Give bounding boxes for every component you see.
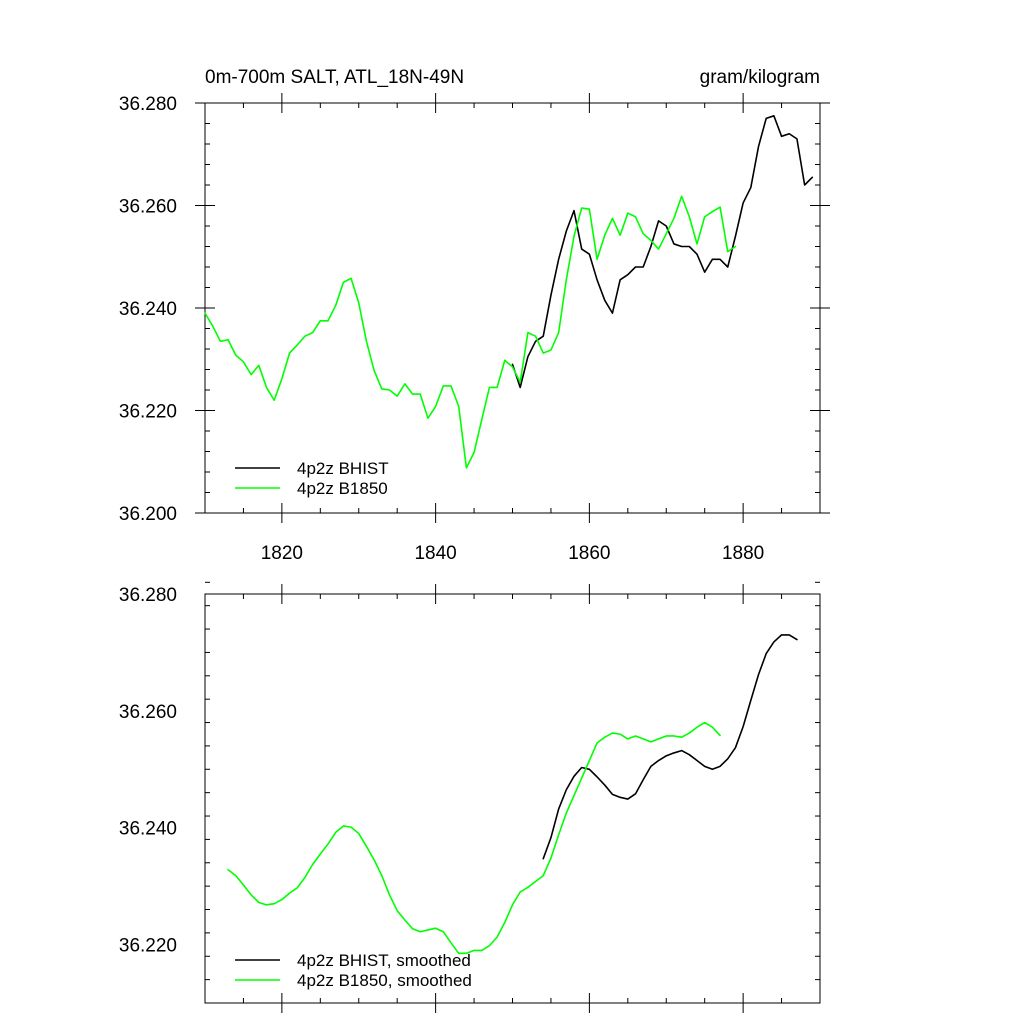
- series-line-bhist: [511, 115, 814, 389]
- y-tick-label: 36.220: [119, 402, 177, 423]
- chart-title: 0m-700m SALT, ATL_18N-49N: [205, 67, 464, 88]
- plot-frame: [204, 593, 821, 1004]
- plot-frame: [204, 102, 821, 514]
- y-tick-label: 36.280: [119, 585, 177, 606]
- y-tick-label: 36.240: [119, 819, 177, 840]
- x-tick-label: 1840: [414, 543, 456, 564]
- x-tick-label: 1860: [568, 543, 610, 564]
- y-tick-label: 36.280: [119, 94, 177, 115]
- legend-label: 4p2z BHIST: [297, 459, 389, 478]
- series-line-b1850: [204, 195, 737, 469]
- top-panel: 1820 1840 1860 1880 36.200 36.220 36.240 36.260…: [119, 67, 830, 564]
- x-tick-label: 1880: [722, 543, 764, 564]
- chart-units: gram/kilogram: [700, 67, 820, 88]
- legend-label: 4p2z BHIST, smoothed: [297, 951, 471, 970]
- legend-label: 4p2z B1850, smoothed: [297, 971, 472, 990]
- y-tick-label: 36.240: [119, 299, 177, 320]
- series-line-b1850: [227, 721, 721, 955]
- x-tick-label: 1820: [261, 543, 303, 564]
- series-line-bhist: [542, 634, 798, 860]
- legend-label: 4p2z B1850: [297, 479, 388, 498]
- y-tick-label: 36.200: [119, 504, 177, 525]
- y-tick-label: 36.260: [119, 702, 177, 723]
- y-tick-label: 36.260: [119, 197, 177, 218]
- y-tick-label: 36.220: [119, 936, 177, 957]
- bottom-panel: 36.220 36.240 36.260 36.280 4p2z BHIST, smoo…: [119, 581, 821, 1013]
